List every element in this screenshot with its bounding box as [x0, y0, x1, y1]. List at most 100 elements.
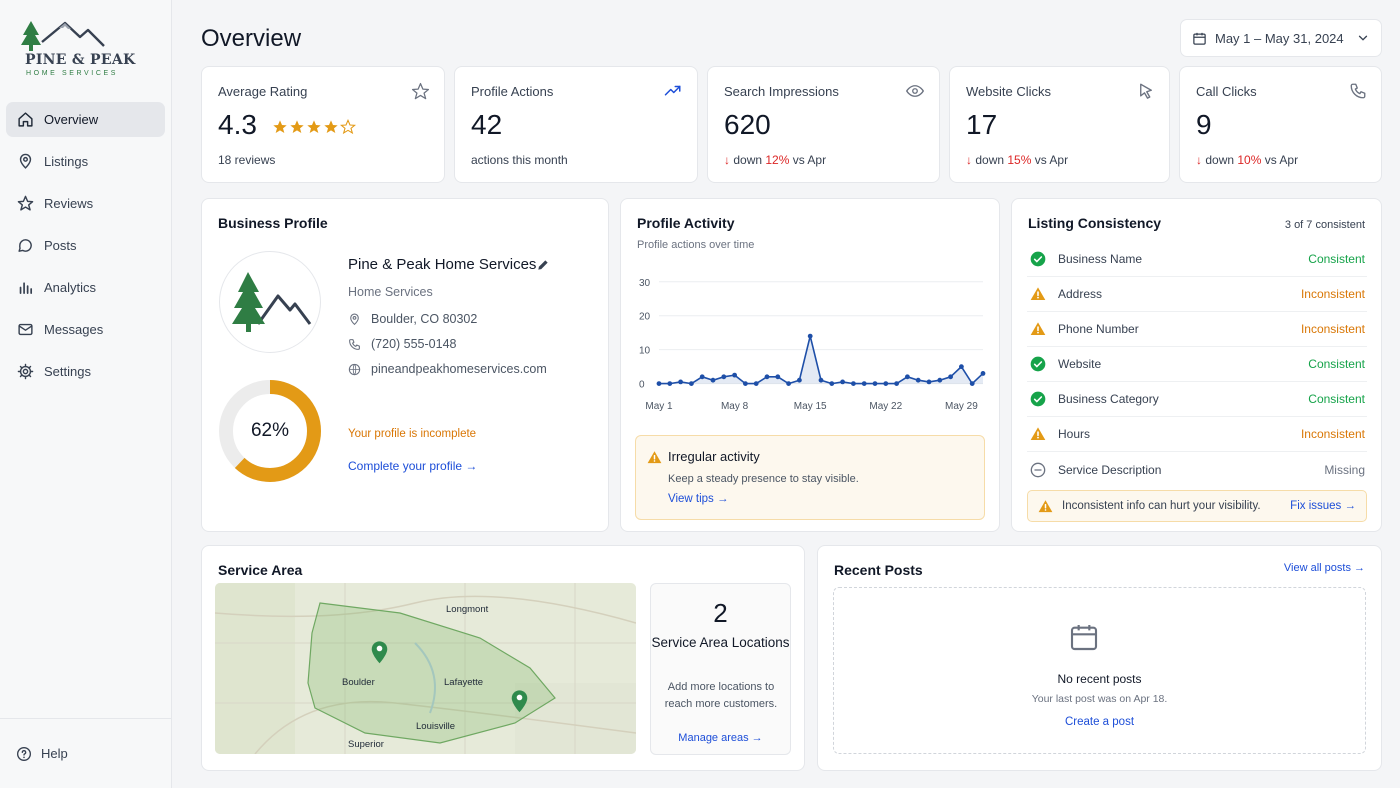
data-point — [678, 379, 683, 385]
manage-areas-link[interactable]: Manage areas → — [678, 732, 763, 744]
data-point — [883, 381, 889, 387]
help-label: Help — [41, 746, 68, 761]
data-point — [861, 381, 867, 387]
card-title: Profile Activity — [637, 215, 735, 231]
delta-prefix: down — [1205, 153, 1238, 167]
view-all-posts-link[interactable]: View all posts → — [1283, 562, 1365, 574]
data-point — [851, 381, 856, 387]
row-status: Missing — [1324, 462, 1365, 477]
date-range-picker[interactable]: May 1 – May 31, 2024 — [1180, 19, 1382, 57]
cursor-icon — [1140, 83, 1152, 99]
sidebar-item-label: Posts — [44, 238, 77, 253]
kpi-value: 4.3 — [218, 109, 257, 140]
consistency-row-address[interactable]: Address Inconsistent — [1027, 277, 1367, 312]
data-point — [926, 379, 932, 385]
star-outline-icon — [411, 82, 430, 100]
help-link[interactable]: Help — [0, 718, 171, 788]
kpi-sub: actions this month — [471, 153, 568, 167]
sidebar-item-overview[interactable]: Overview — [6, 102, 165, 137]
brand-tagline: HOME SERVICES — [26, 70, 119, 77]
data-point — [840, 379, 845, 385]
map-label-superior: Superior — [348, 739, 384, 750]
row-name: Website — [1058, 357, 1102, 371]
mail-icon — [18, 323, 33, 336]
brand-name: PINE & PEAK — [25, 52, 136, 68]
star-icon — [17, 195, 34, 211]
row-status: Consistent — [1308, 357, 1365, 371]
x-tick-label: May 22 — [869, 401, 902, 412]
card-subtitle: Profile actions over time — [637, 239, 755, 251]
row-status: Consistent — [1308, 252, 1365, 266]
service-area-card: Service Area Longmont Boulder Lafayette … — [201, 545, 805, 771]
map-label-boulder: Boulder — [342, 677, 375, 688]
data-point — [797, 377, 802, 383]
delta-percent: 15% — [1007, 153, 1032, 167]
row-name: Service Description — [1058, 462, 1162, 477]
kpi-label: Profile Actions — [471, 84, 554, 99]
row-name: Business Category — [1058, 392, 1159, 406]
data-point — [743, 381, 748, 387]
data-point — [721, 374, 727, 380]
data-point — [786, 381, 791, 387]
sidebar-item-messages[interactable]: Messages — [6, 312, 165, 347]
kpi-delta: ↓ down 12% vs Apr — [724, 153, 826, 167]
consistency-row-service-description[interactable]: Service Description Missing — [1027, 452, 1367, 487]
series-area — [659, 336, 983, 384]
kpi-website-clicks: Website Clicks 17 ↓ down 15% vs Apr — [949, 66, 1170, 183]
business-website[interactable]: pineandpeakhomeservices.com — [348, 362, 547, 376]
profile-incomplete-text: Your profile is incomplete — [348, 428, 477, 440]
service-area-map[interactable]: Longmont Boulder Lafayette Louisville Su… — [215, 583, 636, 754]
pencil-icon[interactable] — [536, 258, 550, 272]
map-label-lafayette: Lafayette — [444, 677, 484, 688]
donut-progress-arc — [219, 380, 321, 482]
delta-suffix: vs Apr — [1261, 153, 1299, 167]
data-point — [894, 381, 899, 387]
data-point — [818, 377, 824, 383]
delta-prefix: down — [733, 153, 766, 167]
delta-suffix: vs Apr — [1031, 153, 1069, 167]
sidebar-item-reviews[interactable]: Reviews — [6, 186, 165, 221]
sidebar-item-label: Listings — [44, 154, 89, 169]
map-marker-icon[interactable] — [511, 689, 528, 713]
help-circle-icon — [17, 746, 31, 761]
brand-logo[interactable]: PINE & PEAK HOME SERVICES — [18, 20, 138, 80]
x-tick-label: May 1 — [645, 401, 673, 412]
consistency-alert: Inconsistent info can hurt your visibili… — [1027, 490, 1367, 522]
star-filled-icon — [307, 120, 321, 133]
warning-icon — [1030, 287, 1046, 300]
warning-icon — [1038, 499, 1053, 512]
y-tick-label: 30 — [639, 278, 651, 289]
sidebar-item-settings[interactable]: Settings — [6, 354, 165, 389]
recent-posts-empty-state: No recent posts Your last post was on Ap… — [833, 587, 1366, 754]
alert-text: Keep a steady presence to stay visible. — [668, 473, 859, 485]
consistency-row-business-category[interactable]: Business Category Consistent — [1027, 382, 1367, 417]
consistency-count: 3 of 7 consistent — [1284, 219, 1365, 231]
sidebar-item-listings[interactable]: Listings — [6, 144, 165, 179]
complete-profile-link[interactable]: Complete your profile → — [348, 459, 478, 473]
consistency-row-hours[interactable]: Hours Inconsistent — [1027, 417, 1367, 452]
card-title: Service Area — [218, 562, 303, 578]
eye-icon — [905, 85, 925, 97]
bar-chart-icon — [19, 282, 33, 295]
create-post-link[interactable]: Create a post — [1064, 716, 1135, 728]
consistency-row-phone-number[interactable]: Phone Number Inconsistent — [1027, 312, 1367, 347]
calendar-icon — [1070, 625, 1098, 651]
map-marker-icon[interactable] — [371, 640, 388, 664]
consistency-row-website[interactable]: Website Consistent — [1027, 347, 1367, 382]
data-point — [689, 381, 694, 387]
consistency-row-business-name[interactable]: Business Name Consistent — [1027, 242, 1367, 277]
mountain-logo-icon — [21, 21, 105, 51]
row-status: Consistent — [1308, 392, 1365, 406]
sidebar-item-posts[interactable]: Posts — [6, 228, 165, 263]
data-point — [905, 374, 910, 380]
view-tips-link[interactable]: View tips → — [668, 493, 729, 505]
service-area-count-label: Service Area Locations — [651, 635, 790, 650]
data-point — [948, 374, 953, 380]
fix-issues-link[interactable]: Fix issues → — [1290, 500, 1356, 512]
phone-text: (720) 555-0148 — [371, 337, 457, 351]
data-point — [710, 377, 716, 383]
sidebar-item-analytics[interactable]: Analytics — [6, 270, 165, 305]
sidebar-item-label: Settings — [44, 364, 91, 379]
kpi-label: Call Clicks — [1196, 84, 1257, 99]
recent-posts-card: Recent Posts View all posts → No recent … — [817, 545, 1382, 771]
